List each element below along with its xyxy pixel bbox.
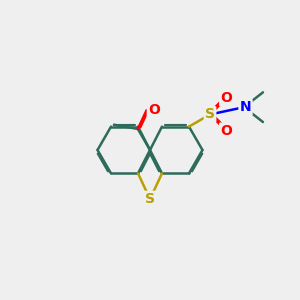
- Text: S: S: [145, 192, 155, 206]
- Text: S: S: [205, 107, 215, 122]
- Text: O: O: [220, 124, 232, 138]
- Text: N: N: [240, 100, 251, 114]
- Text: O: O: [148, 103, 160, 117]
- Text: O: O: [220, 91, 232, 105]
